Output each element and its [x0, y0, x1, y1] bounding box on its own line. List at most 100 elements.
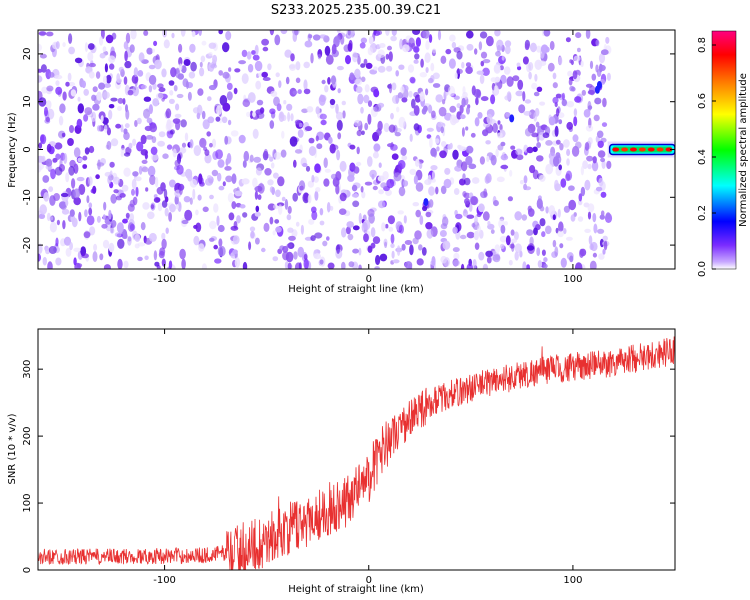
spectrogram-cell	[193, 224, 198, 229]
spectrogram-cell	[521, 214, 528, 221]
spectrogram-cell	[217, 224, 225, 233]
colorbar-label: Normalized spectral amplitude	[738, 73, 749, 227]
spectrogram-cell	[310, 235, 316, 242]
spectrogram-cell	[241, 73, 249, 84]
spectrogram-cell	[466, 43, 474, 51]
spectrogram-cell	[374, 266, 380, 269]
spectrogram-cell	[531, 82, 538, 90]
spectrogram-cell	[273, 96, 280, 107]
spectrogram-cell	[284, 199, 289, 210]
spectrogram-cell	[516, 62, 521, 67]
spectrogram-cell	[596, 130, 604, 139]
spectrogram-cell	[168, 98, 175, 104]
spectrogram-cell	[606, 160, 612, 170]
spectrogram-cell	[534, 73, 538, 82]
spectrogram-cell	[330, 75, 337, 85]
spectrogram-cell	[566, 158, 570, 166]
spectrogram-cell	[269, 120, 275, 129]
spectrogram-cell	[451, 41, 457, 49]
spectrogram-cell	[526, 245, 535, 251]
spectrogram-cell	[385, 223, 389, 229]
spectrogram-cell	[39, 204, 47, 215]
spectrogram-cell	[307, 180, 315, 188]
spectrogram-cell	[108, 209, 112, 220]
spectrogram-cell	[592, 252, 598, 258]
spectrogram-cell	[394, 132, 401, 137]
spectrogram-cell	[275, 72, 280, 78]
spectrogram-cell	[485, 250, 493, 257]
spectrogram-cell	[424, 52, 431, 63]
spectrogram-cell	[347, 42, 353, 52]
spectrogram-cell	[271, 187, 276, 195]
spectrogram-cell	[55, 153, 61, 160]
spectrogram-cell	[202, 119, 210, 130]
spectrogram-cell	[418, 162, 423, 169]
spectrogram-cell	[431, 170, 436, 181]
spectrogram-cell	[92, 251, 98, 263]
spectrogram-cell	[312, 34, 321, 41]
spectrogram-cell	[189, 178, 198, 188]
spectrogram-cell	[385, 30, 390, 36]
spectrogram-cell	[439, 230, 447, 237]
spectrogram-cell	[571, 145, 580, 157]
spectrogram-cell	[493, 64, 501, 74]
spectrogram-cell	[222, 181, 226, 187]
spectrogram-cell	[294, 149, 303, 154]
spectrogram-cell	[505, 112, 511, 118]
spectrogram-cell	[358, 247, 362, 256]
spectrogram-cell	[322, 240, 328, 247]
spectrogram-cell	[428, 104, 433, 114]
spectrogram-cell	[460, 114, 466, 120]
spectrogram-cell	[104, 63, 108, 73]
spectrogram-cell	[218, 70, 223, 76]
spectrogram-cell	[270, 162, 275, 169]
spectrogram-cell	[545, 206, 549, 214]
spectrogram-cell	[42, 256, 47, 266]
spectrogram-cell	[499, 65, 504, 71]
spectrogram-cell	[158, 87, 166, 93]
spectrogram-cell	[504, 40, 512, 48]
spectrogram-cell	[345, 55, 351, 65]
spectrogram-cell	[313, 253, 321, 260]
spectrogram-cell	[426, 134, 432, 139]
spectrogram-cell	[56, 219, 61, 226]
spectrogram-cell	[470, 132, 476, 138]
spectrogram-cell	[517, 66, 522, 71]
spectrogram-cell	[55, 80, 60, 86]
spectrogram-cell	[435, 94, 444, 103]
spectrogram-cell	[180, 30, 186, 37]
spectrogram-cell	[528, 71, 532, 80]
spectrogram-cell	[360, 186, 364, 193]
spectrogram-cell	[435, 138, 440, 144]
spectrogram-cell	[486, 256, 492, 264]
spectrogram-cell	[500, 154, 509, 161]
spectrogram-cell	[372, 151, 379, 159]
spectrogram-cell	[307, 194, 312, 204]
spectrogram-cell	[148, 74, 157, 85]
spectrogram-cell	[68, 46, 75, 55]
spectrogram-cell	[154, 59, 162, 70]
spectrogram-cell	[82, 164, 88, 169]
spectrogram-cell	[128, 142, 133, 149]
spectrogram-cell	[49, 221, 58, 233]
spectrogram-cell	[415, 158, 420, 167]
spectrogram-cell	[174, 195, 179, 206]
spectrogram-cell	[152, 98, 160, 107]
spectrogram-cell	[466, 263, 474, 269]
spectrogram-cell	[274, 219, 280, 224]
spectrogram-cell	[121, 184, 129, 192]
spectrogram-cell	[295, 221, 300, 227]
spectrogram-cell	[84, 209, 88, 218]
snr-x-tick-label: -100	[153, 575, 176, 586]
spectrogram-cell	[515, 148, 523, 156]
spectrogram-cell	[506, 91, 512, 101]
spectrogram-cell	[459, 234, 467, 240]
snr-y-tick-label: 200	[22, 427, 33, 446]
spectrogram-cell	[593, 114, 600, 122]
colorbar-tick-label: 0.8	[697, 37, 708, 53]
spectrogram-cell	[45, 100, 52, 110]
spectrogram-cell	[558, 56, 563, 66]
spectrogram-cell	[303, 88, 311, 95]
spectrogram-cell	[153, 197, 161, 203]
spectrogram-cell	[324, 168, 331, 173]
